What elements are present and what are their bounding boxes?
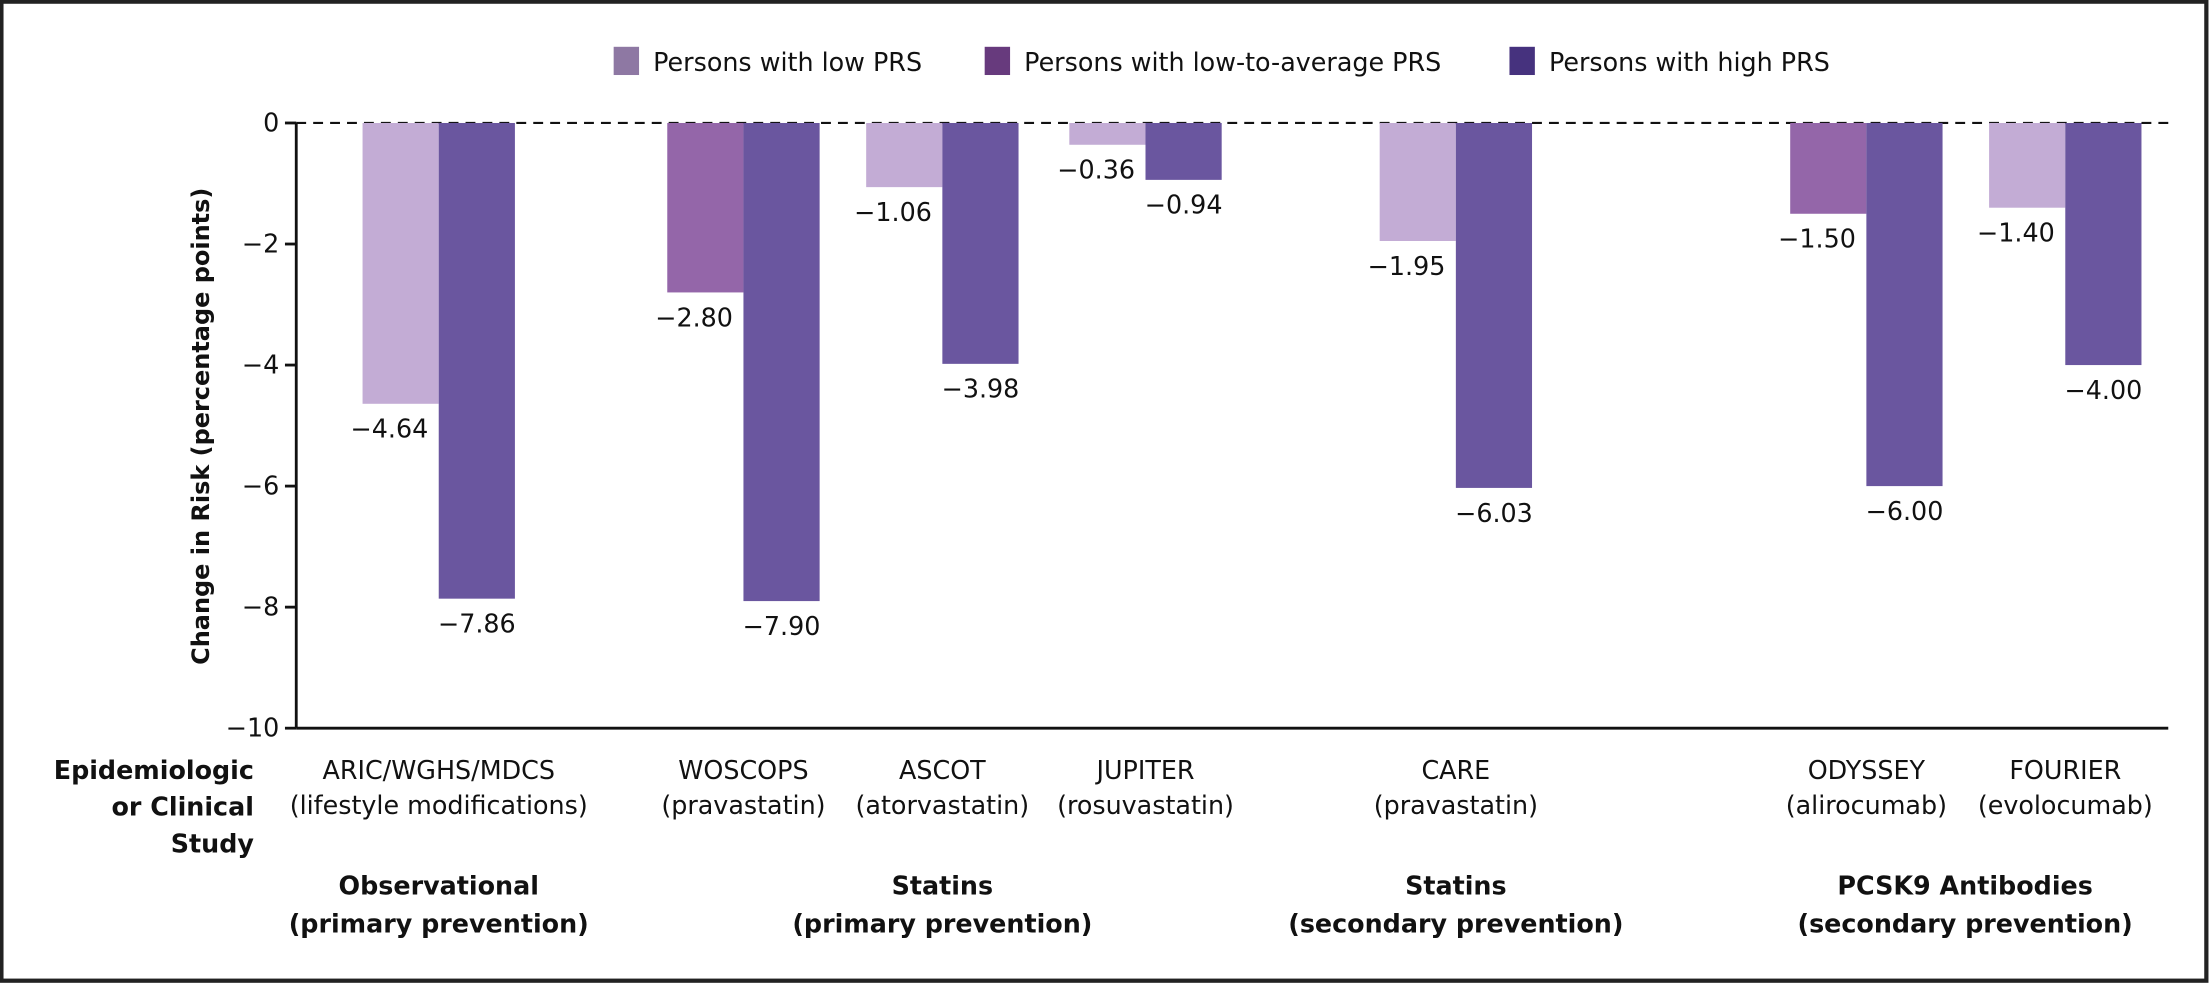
bar [743, 122, 820, 602]
bar [1379, 122, 1456, 241]
study-name: WOSCOPS [678, 755, 808, 785]
bar [667, 122, 744, 293]
category-sublabel: (primary prevention) [289, 909, 589, 939]
legend-swatch [613, 46, 640, 76]
data-label: −4.64 [350, 414, 428, 444]
category-label: Statins [892, 871, 994, 901]
legend-label: Persons with low PRS [653, 47, 922, 77]
data-label: −6.03 [1455, 498, 1533, 528]
bar [1455, 122, 1533, 488]
x-axis-title: or Clinical [111, 792, 253, 822]
study-name: ASCOT [899, 755, 986, 785]
y-axis-label: Change in Risk (percentage points) [187, 188, 215, 665]
category-sublabel: (secondary prevention) [1797, 909, 2132, 939]
category-label: Observational [339, 871, 539, 901]
category-sublabel: (secondary prevention) [1288, 909, 1623, 939]
study-subtitle: (evolocumab) [1978, 790, 2153, 820]
bar [438, 122, 515, 599]
bars: −4.64 −7.86 −2.80 −7.90 −1.06 −3.98 −0.36 −0.94… [350, 122, 2142, 641]
data-label: −1.40 [1977, 218, 2055, 248]
study-name: CARE [1421, 755, 1490, 785]
y-tick-label: −6 [242, 471, 279, 501]
bar [1069, 122, 1146, 145]
legend: Persons with low PRS Persons with low-to-… [613, 46, 1830, 77]
legend-label: Persons with low-to-average PRS [1024, 47, 1441, 77]
bar [1145, 122, 1222, 180]
data-label: −7.86 [438, 609, 516, 639]
data-label: −3.98 [942, 374, 1020, 404]
legend-label: Persons with high PRS [1549, 47, 1830, 77]
data-label: −7.90 [743, 611, 821, 641]
study-subtitle: (atorvastatin) [856, 790, 1030, 820]
data-label: −1.50 [1778, 224, 1856, 254]
data-label: −1.95 [1368, 251, 1446, 281]
study-subtitle: (alirocumab) [1786, 790, 1947, 820]
data-label: −1.06 [854, 197, 932, 227]
study-subtitle: (rosuvastatin) [1057, 790, 1234, 820]
y-tick-label: −2 [242, 228, 279, 258]
category-sublabel: (primary prevention) [792, 909, 1092, 939]
study-name: JUPITER [1094, 755, 1194, 785]
legend-swatch [1509, 46, 1535, 76]
bar [1989, 122, 2066, 208]
x-axis-labels: ARIC/WGHS/MDCS (lifestyle modifications) W… [54, 755, 2153, 939]
category-label: Statins [1405, 871, 1507, 901]
y-tick-label: 0 [263, 107, 279, 137]
bar [866, 122, 943, 188]
y-tick-label: −10 [226, 713, 280, 743]
x-axis-title: Study [171, 828, 255, 858]
study-name: ARIC/WGHS/MDCS [322, 755, 555, 785]
data-label: −0.94 [1145, 190, 1223, 220]
study-name: FOURIER [2009, 755, 2121, 785]
data-label: −6.00 [1866, 496, 1944, 526]
data-label: −2.80 [655, 302, 733, 332]
study-subtitle: (lifestyle modifications) [290, 790, 588, 820]
category-label: PCSK9 Antibodies [1837, 871, 2092, 901]
bar [942, 122, 1019, 364]
data-label: −0.36 [1057, 155, 1135, 185]
x-axis-title: Epidemiologic [54, 755, 254, 785]
bar [362, 122, 439, 404]
bar [2065, 122, 2142, 366]
study-name: ODYSSEY [1808, 755, 1926, 785]
bar [1866, 122, 1943, 487]
bar [1790, 122, 1867, 214]
study-subtitle: (pravastatin) [661, 790, 825, 820]
study-subtitle: (pravastatin) [1374, 790, 1538, 820]
y-tick-label: −4 [242, 350, 279, 380]
legend-swatch [984, 46, 1011, 76]
data-label: −4.00 [2064, 375, 2142, 405]
y-tick-label: −8 [242, 592, 279, 622]
